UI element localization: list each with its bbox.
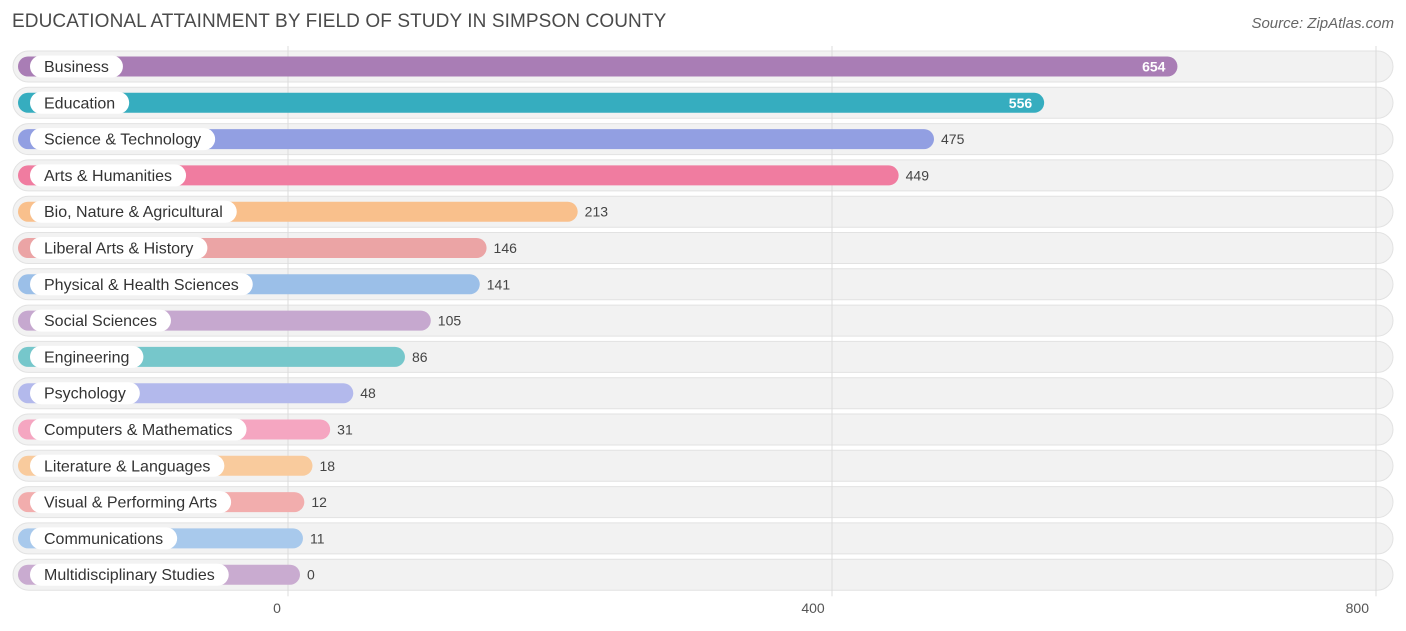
category-label: Liberal Arts & History: [44, 241, 193, 258]
category-label-pill: [30, 454, 225, 477]
value-label: 86: [412, 349, 428, 365]
category-label-pill: [30, 237, 208, 259]
value-label: 556: [1009, 95, 1033, 111]
bar-group: Social Sciences 105: [18, 309, 462, 332]
category-label: Business: [44, 59, 109, 76]
value-label: 12: [311, 494, 327, 510]
category-label: Visual & Performing Arts: [44, 495, 217, 512]
bar: [18, 56, 1178, 77]
value-label: 18: [319, 458, 335, 474]
value-label: 146: [494, 240, 518, 256]
category-label-pill: [30, 164, 187, 187]
category-label: Psychology: [44, 386, 126, 403]
value-label: 0: [307, 567, 315, 583]
value-label: 11: [310, 530, 325, 546]
category-label-pill: [30, 200, 237, 223]
x-axis: 0 400 800: [273, 600, 1369, 616]
category-label: Communications: [44, 531, 163, 548]
row-background: [12, 377, 1394, 410]
value-label: 213: [585, 204, 609, 220]
category-label-pill: [30, 345, 144, 368]
chart-title: EDUCATIONAL ATTAINMENT BY FIELD OF STUDY…: [12, 11, 667, 32]
row-background: [12, 449, 1394, 482]
category-label-pill: [30, 418, 247, 441]
row-background: [12, 558, 1394, 591]
bar-group: Visual & Performing Arts 12: [18, 491, 327, 514]
category-label: Bio, Nature & Agricultural: [44, 204, 223, 221]
bar-group: Bio, Nature & Agricultural 213: [18, 200, 609, 223]
category-label-pill: [30, 563, 229, 586]
bar-group: Computers & Mathematics 31: [18, 418, 353, 441]
bar-group: Physical & Health Sciences 141: [18, 273, 511, 296]
bar-group: Communications 11: [18, 527, 325, 550]
category-label: Arts & Humanities: [44, 168, 172, 185]
bar: [18, 129, 934, 150]
category-label-pill: [30, 491, 232, 514]
bar: [18, 92, 1045, 113]
category-label: Engineering: [44, 349, 129, 366]
tick-label: 0: [273, 600, 281, 616]
value-label: 48: [360, 385, 376, 401]
bar-group: Education 556: [18, 91, 1045, 114]
bar-group: Multidisciplinary Studies 0: [18, 563, 315, 586]
chart-bars: Business 654 Education 556 Science & Technol…: [18, 55, 1178, 586]
row-background: [12, 413, 1394, 446]
category-label: Literature & Languages: [44, 458, 210, 475]
category-label-pill: [30, 527, 178, 550]
bar-group: Psychology 48: [18, 382, 376, 405]
value-label: 475: [941, 131, 965, 147]
category-label: Physical & Health Sciences: [44, 277, 239, 294]
source-note: Source: ZipAtlas.com: [1251, 15, 1394, 32]
bar-group: Liberal Arts & History 146: [18, 237, 517, 259]
value-label: 141: [487, 276, 511, 292]
value-label: 105: [438, 313, 462, 329]
value-label: 449: [906, 167, 930, 183]
bar-group: Literature & Languages 18: [18, 454, 335, 477]
category-label-pill: [30, 273, 253, 296]
category-label-pill: [30, 55, 123, 78]
category-label-pill: [30, 128, 216, 151]
category-label: Multidisciplinary Studies: [44, 567, 215, 584]
value-label: 654: [1142, 59, 1166, 75]
bar-group: Science & Technology 475: [18, 128, 965, 151]
category-label-pill: [30, 309, 171, 332]
category-label-pill: [30, 382, 140, 405]
category-label: Social Sciences: [44, 313, 157, 330]
row-background: [12, 522, 1394, 555]
tick-label: 800: [1346, 600, 1370, 616]
category-label: Education: [44, 95, 115, 112]
row-background: [12, 486, 1394, 519]
value-label: 31: [337, 422, 353, 438]
bar-group: Engineering 86: [18, 345, 428, 368]
bar: [18, 165, 899, 186]
category-label: Computers & Mathematics: [44, 422, 233, 439]
category-label: Science & Technology: [44, 132, 201, 149]
category-label-pill: [30, 91, 130, 114]
tick-label: 400: [801, 600, 825, 616]
bar-group: Arts & Humanities 449: [18, 164, 930, 187]
bar-group: Business 654: [18, 55, 1178, 78]
